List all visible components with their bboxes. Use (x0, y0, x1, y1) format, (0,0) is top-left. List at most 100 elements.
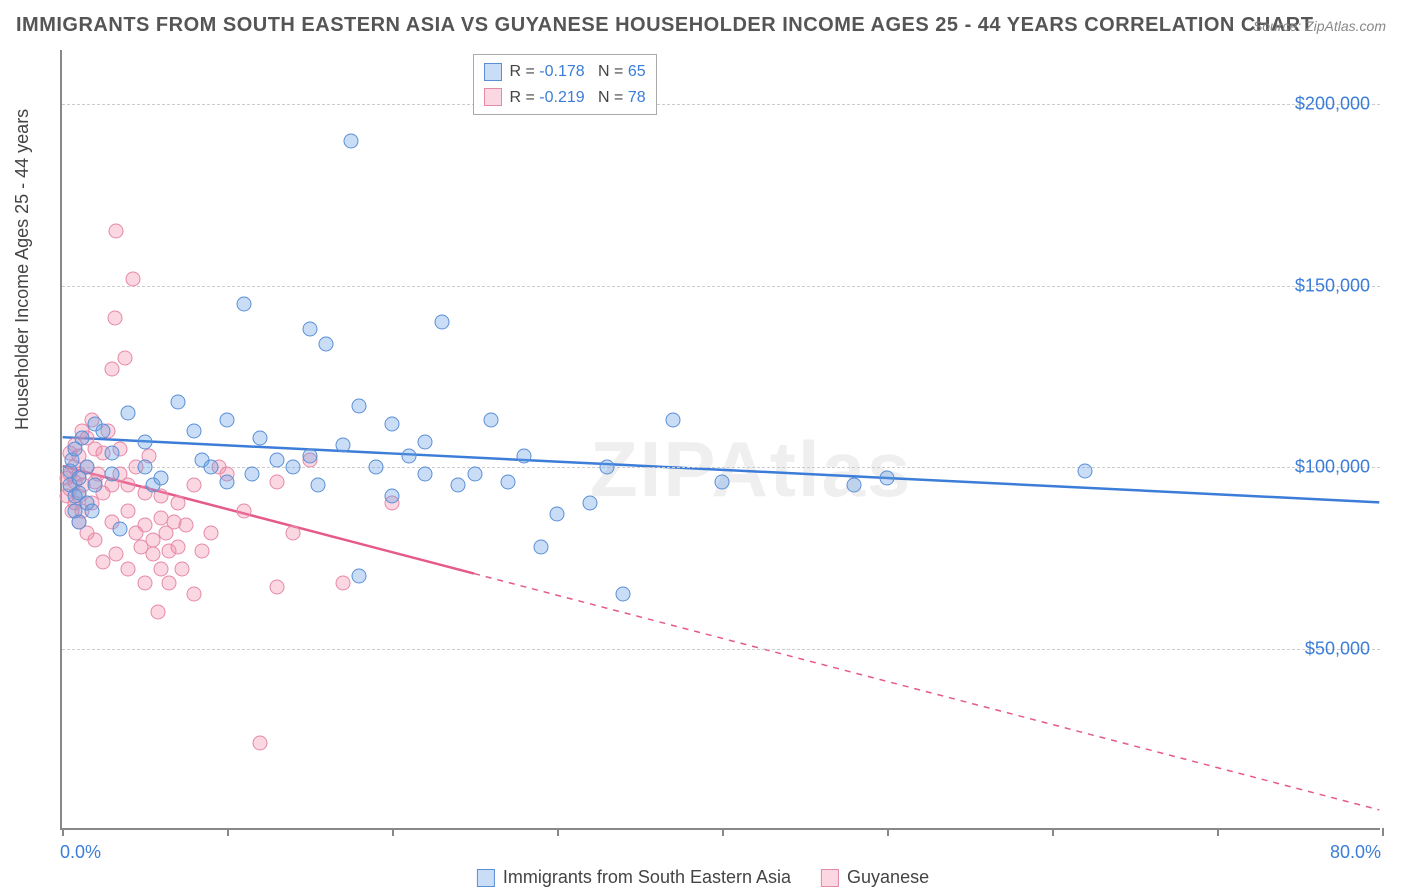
data-point-guy (286, 525, 301, 540)
legend-item-guy: Guyanese (821, 867, 929, 888)
data-point-sea (269, 452, 284, 467)
y-tick-label: $150,000 (1295, 275, 1370, 296)
data-point-sea (253, 431, 268, 446)
data-point-sea (187, 423, 202, 438)
x-max-label: 80.0% (1330, 842, 1381, 863)
data-point-guy (145, 547, 160, 562)
data-point-guy (162, 576, 177, 591)
data-point-sea (79, 460, 94, 475)
x-tick (557, 828, 559, 836)
data-point-sea (368, 460, 383, 475)
data-point-guy (137, 518, 152, 533)
legend-item-sea: Immigrants from South Eastern Asia (477, 867, 791, 888)
data-point-sea (302, 322, 317, 337)
swatch-guy (484, 88, 502, 106)
data-point-sea (401, 449, 416, 464)
data-point-guy (121, 478, 136, 493)
stats-text-guy: R = -0.219 N = 78 (510, 85, 646, 111)
data-point-sea (96, 423, 111, 438)
data-point-sea (319, 336, 334, 351)
data-point-guy (137, 576, 152, 591)
data-point-guy (107, 311, 122, 326)
data-point-guy (269, 474, 284, 489)
x-min-label: 0.0% (60, 842, 101, 863)
data-point-sea (104, 445, 119, 460)
stats-row-guy: R = -0.219 N = 78 (484, 85, 646, 111)
data-point-guy (125, 271, 140, 286)
data-point-guy (121, 503, 136, 518)
x-tick (62, 828, 64, 836)
stats-legend: R = -0.178 N = 65R = -0.219 N = 78 (473, 54, 657, 115)
data-point-sea (302, 449, 317, 464)
data-point-guy (187, 478, 202, 493)
data-point-sea (418, 467, 433, 482)
gridline (62, 649, 1380, 650)
data-point-sea (244, 467, 259, 482)
data-point-guy (117, 351, 132, 366)
data-point-guy (195, 543, 210, 558)
data-point-sea (203, 460, 218, 475)
swatch-sea (484, 63, 502, 81)
watermark: ZIPAtlas (590, 424, 912, 515)
gridline (62, 104, 1380, 105)
plot-area: ZIPAtlas $50,000$100,000$150,000$200,000 (60, 50, 1380, 830)
data-point-sea (220, 413, 235, 428)
data-point-sea (154, 471, 169, 486)
data-point-sea (137, 460, 152, 475)
data-point-sea (599, 460, 614, 475)
data-point-sea (451, 478, 466, 493)
data-point-sea (88, 478, 103, 493)
data-point-sea (84, 503, 99, 518)
y-tick-label: $200,000 (1295, 94, 1370, 115)
data-point-sea (847, 478, 862, 493)
stats-row-sea: R = -0.178 N = 65 (484, 59, 646, 85)
x-tick (1217, 828, 1219, 836)
data-point-sea (352, 398, 367, 413)
data-point-guy (335, 576, 350, 591)
data-point-guy (104, 362, 119, 377)
data-point-sea (484, 413, 499, 428)
x-tick (227, 828, 229, 836)
data-point-guy (175, 561, 190, 576)
data-point-guy (253, 735, 268, 750)
data-point-sea (418, 434, 433, 449)
regression-line-ext-guy (474, 574, 1379, 810)
data-point-sea (112, 521, 127, 536)
source-label: Source: ZipAtlas.com (1253, 18, 1386, 34)
data-point-sea (616, 587, 631, 602)
data-point-sea (335, 438, 350, 453)
data-point-guy (121, 561, 136, 576)
x-tick (887, 828, 889, 836)
data-point-sea (434, 315, 449, 330)
data-point-guy (269, 579, 284, 594)
chart-title: IMMIGRANTS FROM SOUTH EASTERN ASIA VS GU… (16, 14, 1313, 37)
data-point-guy (203, 525, 218, 540)
legend-swatch-guy (821, 869, 839, 887)
data-point-sea (137, 434, 152, 449)
regression-line-sea (63, 437, 1380, 502)
y-tick-label: $100,000 (1295, 457, 1370, 478)
data-point-sea (1078, 463, 1093, 478)
data-point-sea (533, 540, 548, 555)
data-point-guy (150, 605, 165, 620)
data-point-guy (170, 496, 185, 511)
data-point-sea (286, 460, 301, 475)
data-point-sea (467, 467, 482, 482)
data-point-guy (236, 503, 251, 518)
data-point-sea (74, 431, 89, 446)
data-point-guy (88, 532, 103, 547)
data-point-sea (583, 496, 598, 511)
data-point-sea (71, 514, 86, 529)
legend-label-sea: Immigrants from South Eastern Asia (503, 867, 791, 888)
data-point-sea (343, 133, 358, 148)
data-point-sea (385, 489, 400, 504)
legend-label-guy: Guyanese (847, 867, 929, 888)
data-point-guy (187, 587, 202, 602)
data-point-sea (121, 405, 136, 420)
x-tick (1052, 828, 1054, 836)
data-point-guy (109, 224, 124, 239)
x-tick (722, 828, 724, 836)
data-point-sea (385, 416, 400, 431)
x-tick (392, 828, 394, 836)
data-point-guy (170, 540, 185, 555)
